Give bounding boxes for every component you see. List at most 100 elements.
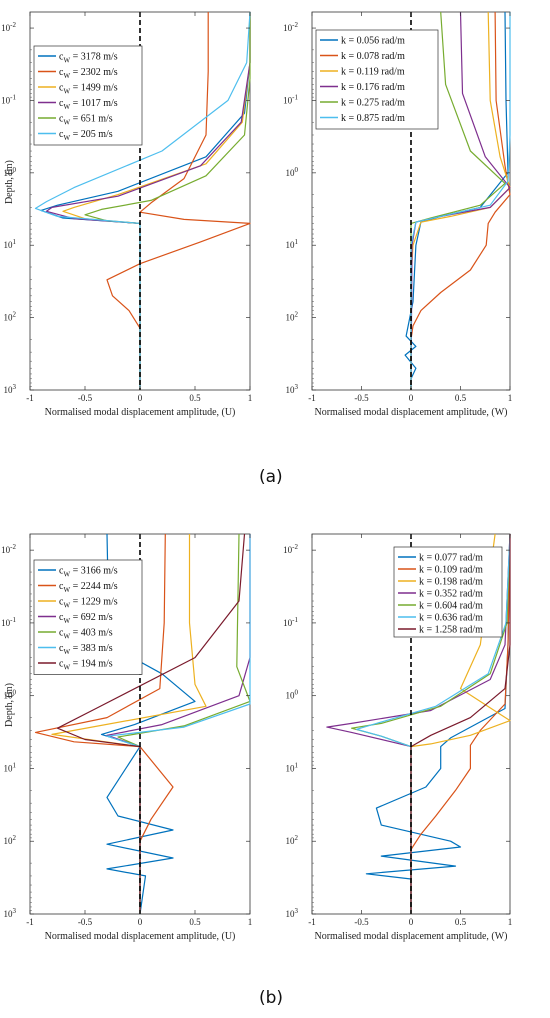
x-tick-label: -0.5 [78, 393, 93, 403]
x-tick-label: -1 [26, 393, 34, 403]
legend: cW = 3166 m/s cW = 2244 m/s cW = 1229 m/s c… [33, 559, 143, 675]
legend-box [393, 546, 503, 638]
legend-entry: k = 0.077 rad/m [419, 553, 483, 564]
x-tick-label: -1 [308, 917, 316, 927]
series-line-6 [34, 11, 251, 390]
x-tick-label: 1 [248, 393, 253, 403]
legend-entry: cW = 403 m/s [59, 628, 113, 641]
series-line-2 [410, 11, 511, 390]
legend-entry: cW = 205 m/s [59, 129, 113, 142]
y-tick-label: 101 [4, 238, 17, 250]
series-line-4 [410, 11, 511, 391]
y-tick-label: 102 [4, 311, 17, 323]
legend-entry: cW = 194 m/s [59, 659, 113, 672]
legend-box [33, 45, 143, 146]
x-tick-label: 1 [508, 917, 513, 927]
legend-entry: cW = 3178 m/s [59, 52, 118, 65]
legend-entry: cW = 651 m/s [59, 114, 113, 127]
y-tick-label: 102 [286, 834, 299, 846]
series-line-5 [410, 11, 506, 390]
legend-box [33, 559, 143, 675]
chart-a-left: -1 -0.5 0 0.5 110-210-1100101102103Normalise… [1, 11, 253, 418]
legend-box [315, 29, 439, 130]
legend-entry: k = 0.875 rad/m [341, 113, 405, 124]
x-axis-label: Normalised modal displacement amplitude,… [45, 931, 236, 942]
x-tick-label: -0.5 [354, 393, 369, 403]
legend: cW = 3178 m/s cW = 2302 m/s cW = 1499 m/s c… [33, 45, 143, 146]
legend: k = 0.056 rad/m k = 0.078 rad/m k = 0.119 … [315, 29, 439, 130]
legend-entry: cW = 2244 m/s [59, 581, 118, 594]
x-tick-label: 1 [248, 917, 253, 927]
series-line-6 [356, 533, 511, 914]
x-tick-label: 0 [138, 393, 143, 403]
chart-b-right: -1 -0.5 0 0.5 1 10-2 10-1 100 101 102 103 Normalise… [283, 533, 513, 942]
y-tick-label: 101 [4, 761, 17, 773]
y-tick-label: 101 [286, 238, 299, 250]
y-axis-label: Depth, (m) [4, 683, 15, 727]
series-line-4 [326, 533, 511, 914]
legend-entry: k = 0.198 rad/m [419, 577, 483, 588]
y-tick-label: 103 [4, 907, 17, 919]
x-tick-label: 0 [138, 917, 143, 927]
legend-entry: cW = 1229 m/s [59, 597, 118, 610]
x-tick-label: -0.5 [78, 917, 93, 927]
legend-entry: cW = 383 m/s [59, 643, 113, 656]
legend-entry: k = 0.119 rad/m [341, 67, 405, 78]
x-tick-label: 0.5 [455, 917, 467, 927]
x-tick-label: 0.5 [455, 393, 467, 403]
y-tick-label: 10-2 [1, 543, 16, 555]
x-tick-label: -1 [308, 393, 316, 403]
legend-entry: k = 0.636 rad/m [419, 613, 483, 624]
y-tick-label: 10-1 [1, 93, 16, 105]
x-tick-label: 0.5 [189, 917, 201, 927]
series-line-6 [410, 12, 511, 390]
legend-entry: k = 0.275 rad/m [341, 98, 405, 109]
y-tick-label: 10-2 [1, 21, 16, 33]
legend-entry: cW = 2302 m/s [59, 67, 118, 80]
y-tick-label: 10-2 [283, 543, 298, 555]
y-tick-label: 10-1 [283, 93, 298, 105]
y-tick-label: 10-1 [1, 616, 16, 628]
legend-entry: k = 0.604 rad/m [419, 601, 483, 612]
x-axis-label: Normalised modal displacement amplitude,… [315, 931, 508, 942]
y-axis-label: Depth, (m) [4, 160, 15, 204]
y-tick-label: 103 [4, 383, 17, 395]
legend-entry: k = 1.258 rad/m [419, 625, 483, 636]
y-tick-label: 10-2 [283, 21, 298, 33]
y-tick-label: 103 [286, 383, 299, 395]
y-tick-label: 103 [286, 907, 299, 919]
y-tick-label: 102 [4, 834, 17, 846]
legend-entry: cW = 692 m/s [59, 612, 113, 625]
legend-entry: k = 0.352 rad/m [419, 589, 483, 600]
x-tick-label: 1 [508, 393, 513, 403]
x-tick-label: -0.5 [354, 917, 369, 927]
y-tick-label: 100 [286, 689, 299, 701]
legend-entry: k = 0.056 rad/m [341, 36, 405, 47]
legend-entry: k = 0.109 rad/m [419, 565, 483, 576]
x-tick-label: 0 [409, 917, 414, 927]
y-tick-label: 101 [286, 761, 299, 773]
y-tick-label: 100 [286, 166, 299, 178]
y-tick-label: 10-1 [283, 616, 298, 628]
legend-entry: cW = 3166 m/s [59, 566, 118, 579]
panel-label-b: (b) [259, 988, 284, 1008]
y-tick-label: 102 [286, 311, 299, 323]
x-axis-label: Normalised modal displacement amplitude,… [315, 407, 508, 418]
series-line-1 [100, 533, 196, 915]
chart-a-right: -1 -0.5 0 0.5 1 10-2 10-1 100 101 102 103 Normalise… [283, 11, 513, 418]
legend-entry: k = 0.176 rad/m [341, 82, 405, 93]
legend-entry: cW = 1017 m/s [59, 98, 118, 111]
series-line-3 [410, 533, 511, 914]
x-tick-label: 0 [409, 393, 414, 403]
x-axis-label: Normalised modal displacement amplitude,… [45, 407, 236, 418]
chart-b-left: -1 -0.5 0 0.5 110-210-1100101102103Normalise… [1, 533, 253, 942]
legend: k = 0.077 rad/mk = 0.109 rad/mk = 0.198 … [393, 546, 503, 638]
series-line-7 [56, 533, 246, 914]
legend-entry: k = 0.078 rad/m [341, 51, 405, 62]
series-line-2 [106, 12, 251, 390]
panel-label-a: (a) [259, 467, 283, 487]
series-line-2 [34, 533, 174, 914]
x-tick-label: -1 [26, 917, 34, 927]
legend-entry: cW = 1499 m/s [59, 83, 118, 96]
